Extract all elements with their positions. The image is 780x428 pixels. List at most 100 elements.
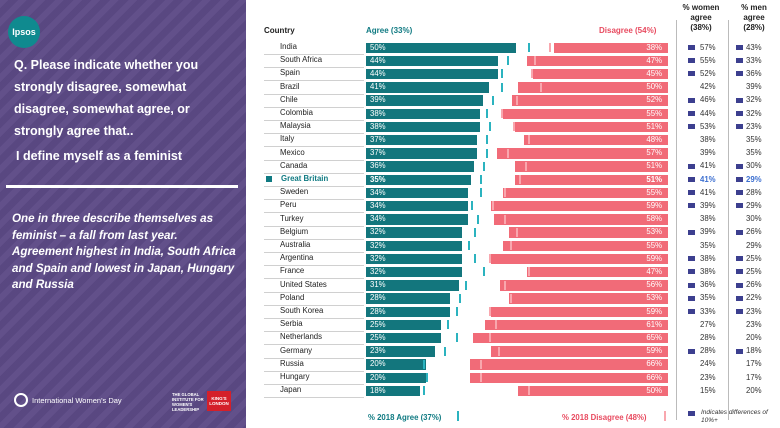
agree-2018-tick [423,359,425,369]
table-row: India 50% 38% 57% 43% [0,41,780,55]
disagree-2018-tick [540,82,542,92]
agree-value-label: 34% [370,187,386,197]
header-country: Country [264,26,295,35]
disagree-value-label: 57% [646,148,662,158]
table-row: Sweden 34% 55% 41% 28% [0,186,780,201]
agree-value-label: 32% [370,266,386,276]
men-diff-marker [736,348,743,354]
agree-bar [366,280,459,291]
men-agree-value: 35% [746,148,762,158]
disagree-bar [485,319,668,331]
agree-value-label: 37% [370,148,386,158]
row-separator [264,265,364,267]
highlight-marker [266,176,272,182]
disagree-2018-tick [519,175,521,184]
agree-bar [366,293,450,304]
agree-bar [366,200,468,212]
agree-bar [366,372,426,383]
women-diff-marker [688,256,695,262]
row-separator [264,67,364,69]
table-row: Great Britain 35% 51% 41% 29% [0,173,780,187]
women-agree-value: 46% [700,95,716,105]
country-label: Russia [280,358,304,368]
men-agree-value: 18% [746,346,762,356]
men-diff-marker [736,111,743,116]
disagree-2018-tick [528,135,530,145]
column-divider-women [676,20,677,420]
agree-bar [366,95,483,106]
women-diff-marker [688,45,695,50]
country-label: Australia [280,240,311,249]
women-agree-value: 38% [700,266,716,276]
women-agree-value: 52% [700,68,716,78]
agree-bar [366,82,489,93]
table-row: Netherlands 25% 65% 28% 20% [0,331,780,346]
disagree-2018-tick [480,359,482,369]
agree-value-label: 34% [370,214,386,224]
country-label: Great Britain [281,174,329,183]
agree-bar [366,214,468,225]
disagree-bar [473,332,668,344]
women-agree-value: 41% [700,174,716,184]
women-diff-marker [688,295,695,301]
header-men-agree: % men agree (28%) [741,3,767,32]
disagree-value-label: 56% [646,280,662,290]
men-diff-marker [736,58,743,64]
agree-bar [366,306,450,317]
row-separator [264,291,364,293]
disagree-value-label: 50% [646,385,662,395]
disagree-value-label: 53% [646,293,662,303]
women-agree-value: 57% [700,42,716,52]
agree-2018-tick [474,254,476,264]
table-row: Peru 34% 59% 39% 29% [0,199,780,214]
men-diff-marker [736,282,743,288]
agree-value-label: 28% [370,293,386,303]
disagree-bar [509,293,668,304]
disagree-bar [470,372,668,383]
disagree-value-label: 50% [646,82,662,92]
table-row: Mexico 37% 57% 39% 35% [0,147,780,161]
row-separator [264,199,364,201]
row-separator [264,304,364,306]
agree-2018-tick [456,307,458,316]
country-label: India [280,42,297,51]
agree-value-label: 44% [370,55,386,65]
legend-2018-agree-marker [457,411,459,421]
table-row: Italy 37% 48% 38% 35% [0,133,780,148]
men-diff-marker [736,256,743,262]
agree-2018-tick [507,56,509,66]
agree-2018-tick [501,82,503,92]
column-divider-men [728,20,729,420]
country-label: Argentina [280,253,314,263]
disagree-2018-tick [504,188,506,198]
agree-value-label: 34% [370,200,386,210]
table-row: Russia 20% 66% 24% 17% [0,358,780,372]
women-diff-marker [688,282,695,288]
country-label: Canada [280,160,308,170]
agree-value-label: 50% [370,42,386,52]
men-agree-value: 23% [746,121,762,131]
table-row: Spain 44% 45% 52% 36% [0,67,780,82]
agree-2018-tick [528,43,530,52]
men-diff-marker [736,295,743,301]
header-disagree: Disagree (54%) [599,26,657,35]
agree-2018-tick [474,227,476,237]
disagree-2018-tick [489,333,491,343]
women-diff-marker [688,111,695,116]
men-diff-marker [736,71,743,77]
row-separator [264,252,364,253]
women-diff-marker [688,190,695,196]
women-diff-marker [688,71,695,77]
row-separator [264,318,364,319]
table-row: Argentina 32% 59% 38% 25% [0,252,780,267]
disagree-value-label: 59% [646,200,662,210]
agree-value-label: 23% [370,346,386,356]
disagree-2018-tick [489,307,491,316]
men-agree-value: 30% [746,214,762,224]
men-agree-value: 36% [746,68,762,78]
women-agree-value: 39% [700,148,716,158]
disagree-2018-tick [495,320,497,330]
women-agree-value: 41% [700,187,716,197]
women-agree-value: 39% [700,200,716,210]
disagree-bar [491,346,668,357]
